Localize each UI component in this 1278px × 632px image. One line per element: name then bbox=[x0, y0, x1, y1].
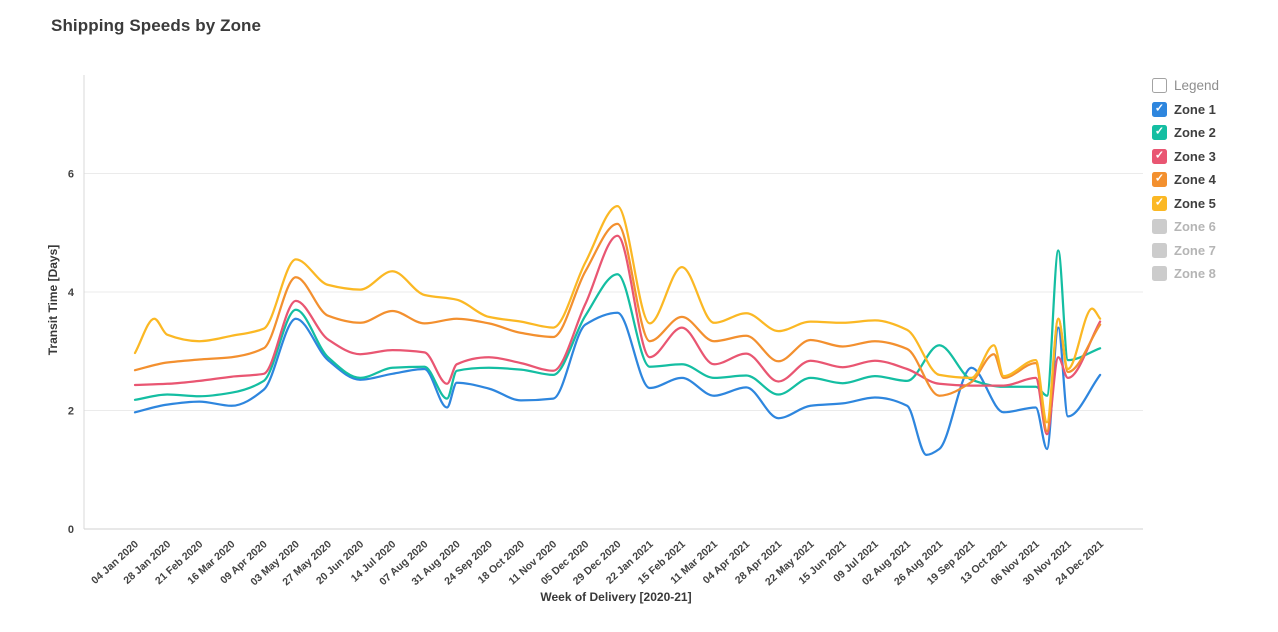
checked-checkbox-icon[interactable]: ✓ bbox=[1152, 101, 1167, 117]
unchecked-checkbox-icon[interactable] bbox=[1152, 266, 1167, 281]
checked-checkbox-icon[interactable]: ✓ bbox=[1152, 148, 1167, 164]
y-axis-title: Transit Time [Days] bbox=[46, 245, 60, 355]
legend-header-checkbox[interactable] bbox=[1152, 78, 1167, 93]
legend-item-zone-5[interactable]: ✓ Zone 5 bbox=[1152, 195, 1219, 211]
checkmark-icon: ✓ bbox=[1154, 102, 1165, 114]
legend-item-zone-7[interactable]: Zone 7 bbox=[1152, 242, 1219, 258]
y-tick-label: 0 bbox=[68, 524, 74, 536]
legend-item-zone-1[interactable]: ✓ Zone 1 bbox=[1152, 101, 1219, 117]
legend-item-label: Zone 5 bbox=[1174, 195, 1216, 211]
y-tick-label: 6 bbox=[68, 169, 74, 181]
legend-item-label: Zone 2 bbox=[1174, 125, 1216, 140]
series-line-zone-2[interactable] bbox=[133, 249, 1102, 401]
checkmark-icon: ✓ bbox=[1154, 172, 1165, 185]
legend: Legend ✓ Zone 1 ✓ Zone 2 ✓ Zone 3 ✓ Zone 4 ✓ Zone… bbox=[1152, 78, 1219, 281]
series-line-zone-5[interactable] bbox=[133, 204, 1102, 424]
legend-header[interactable]: Legend bbox=[1152, 78, 1219, 93]
unchecked-checkbox-icon[interactable] bbox=[1152, 242, 1167, 258]
checkmark-icon: ✓ bbox=[1154, 196, 1165, 208]
checked-checkbox-icon[interactable]: ✓ bbox=[1152, 172, 1167, 187]
legend-item-label: Zone 3 bbox=[1174, 148, 1216, 164]
chart-title: Shipping Speeds by Zone bbox=[51, 16, 262, 35]
legend-item-label: Zone 1 bbox=[1174, 101, 1216, 117]
checked-checkbox-icon[interactable]: ✓ bbox=[1152, 125, 1167, 140]
series-line-zone-1[interactable] bbox=[133, 311, 1102, 457]
legend-item-zone-4[interactable]: ✓ Zone 4 bbox=[1152, 172, 1219, 187]
legend-item-label: Zone 8 bbox=[1174, 266, 1216, 281]
y-tick-label: 4 bbox=[68, 287, 75, 299]
checkmark-icon: ✓ bbox=[1154, 125, 1165, 138]
legend-item-label: Zone 4 bbox=[1174, 172, 1216, 187]
checkmark-icon: ✓ bbox=[1154, 149, 1165, 161]
legend-item-label: Zone 7 bbox=[1174, 242, 1216, 258]
legend-item-zone-6[interactable]: Zone 6 bbox=[1152, 219, 1219, 234]
legend-item-label: Zone 6 bbox=[1174, 219, 1216, 234]
series-line-zone-4[interactable] bbox=[133, 222, 1102, 433]
y-tick-label: 2 bbox=[68, 406, 74, 418]
legend-item-zone-8[interactable]: Zone 8 bbox=[1152, 266, 1219, 281]
unchecked-checkbox-icon[interactable] bbox=[1152, 219, 1167, 234]
legend-item-zone-3[interactable]: ✓ Zone 3 bbox=[1152, 148, 1219, 164]
checked-checkbox-icon[interactable]: ✓ bbox=[1152, 195, 1167, 211]
legend-header-label: Legend bbox=[1174, 78, 1220, 93]
x-axis-title: Week of Delivery [2020-21] bbox=[540, 590, 691, 604]
legend-item-zone-2[interactable]: ✓ Zone 2 bbox=[1152, 125, 1219, 140]
series-line-zone-3[interactable] bbox=[133, 234, 1102, 436]
